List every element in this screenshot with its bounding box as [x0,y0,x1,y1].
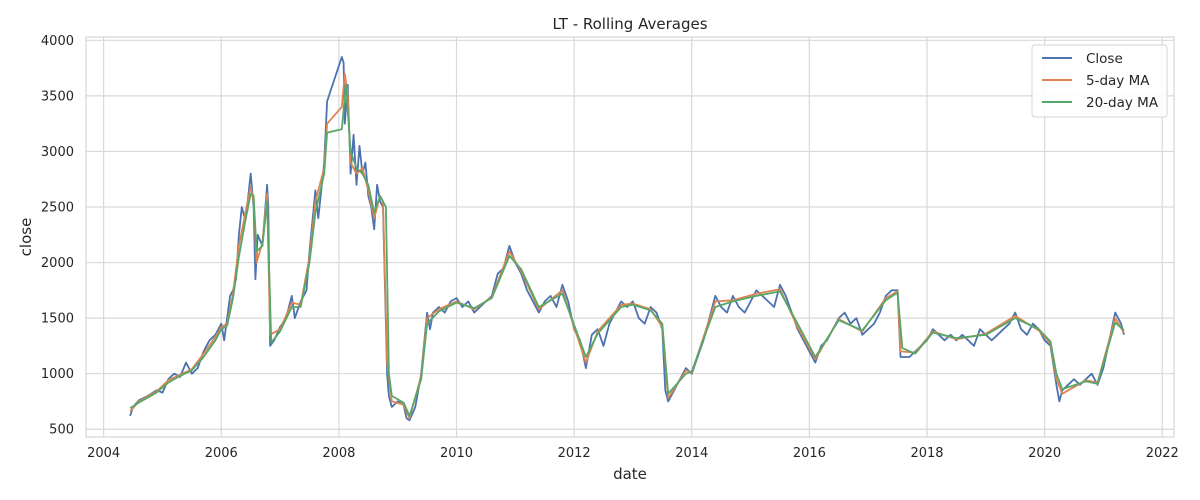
legend-box [1031,44,1168,118]
y-tick-label: 1000 [41,367,74,382]
y-tick-label: 3000 [41,145,74,160]
y-tick-label: 500 [49,423,74,438]
x-tick-label: 2004 [87,446,120,461]
legend-label: 5-day MA [1086,73,1150,89]
legend-label: 20-day MA [1086,95,1159,111]
x-tick-label: 2016 [793,446,826,461]
x-tick-label: 2008 [322,446,355,461]
x-tick-label: 2018 [910,446,943,461]
x-tick-label: 2014 [675,446,708,461]
series-layer [129,56,1125,422]
legend-label: Close [1086,51,1123,67]
y-tick-label: 2000 [41,256,74,271]
y-tick-label: 4000 [41,34,74,49]
x-tick-labels: 2004 2006 2008 2010 2012 2014 2016 2018 2020 2022 [87,446,1179,461]
plot-frame [85,36,1175,438]
legend: Close 5-day MA 20-day MA [1031,44,1168,118]
series-line-20-day-ma [129,83,1125,417]
x-tick-label: 2006 [205,446,238,461]
grid [86,37,1174,437]
y-tick-label: 3500 [41,89,74,104]
y-tick-label: 1500 [41,312,74,327]
x-axis-title: date [613,465,647,483]
chart-title: LT - Rolling Averages [552,15,707,33]
x-tick-label: 2020 [1028,446,1061,461]
x-tick-label: 2010 [440,446,473,461]
x-tick-label: 2012 [558,446,591,461]
x-tick-label: 2022 [1146,446,1179,461]
y-axis-title: close [17,218,35,257]
y-tick-label: 2500 [41,201,74,216]
y-tick-labels: 500 1000 1500 2000 2500 3000 3500 4000 [41,34,74,438]
